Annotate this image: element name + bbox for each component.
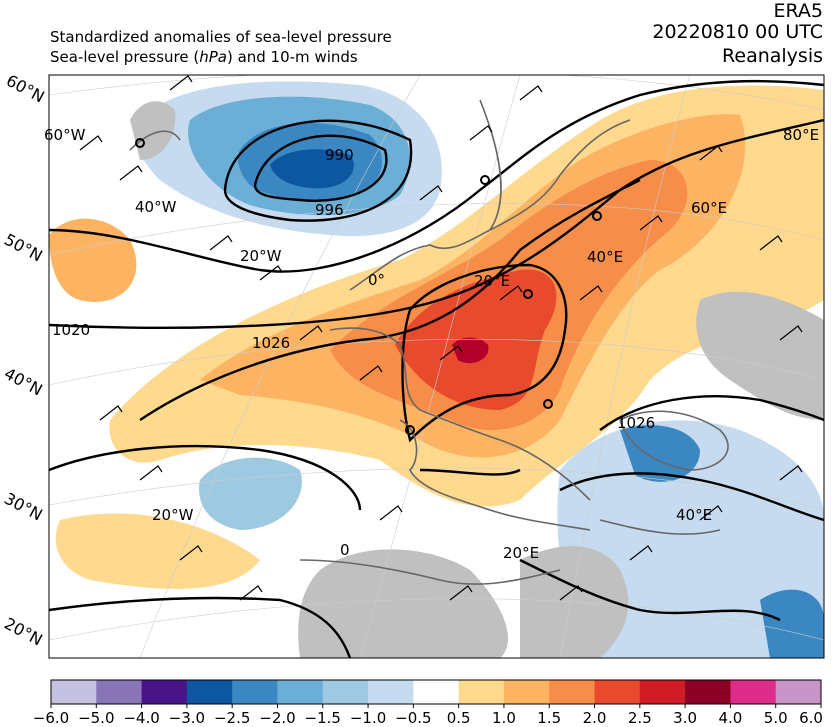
colorbar-bin — [503, 680, 550, 704]
colorbar-bin — [186, 680, 233, 704]
isobar-label-1026b: 1026 — [617, 414, 655, 432]
land-mask-greenland — [130, 101, 176, 160]
lon-label-80e: 80°E — [783, 126, 819, 144]
colorbar-bin — [775, 680, 822, 704]
lon-label-40w: 40°W — [135, 198, 177, 216]
plot-title-line1: Standardized anomalies of sea-level pres… — [50, 28, 392, 46]
colorbar-frame — [50, 679, 822, 705]
lon-label-20w-south: 20°W — [152, 506, 194, 524]
lon-label-20e: 20°E — [474, 272, 510, 290]
colorbar-tick-label: 3.0 — [673, 709, 698, 727]
graticule — [49, 75, 824, 658]
map-field — [49, 75, 824, 658]
colorbar-bin — [549, 680, 596, 704]
colorbar-tick-label: 2.5 — [627, 709, 652, 727]
colorbar-tick-label: −0.5 — [395, 709, 432, 727]
colorbar-tick-label: −4.0 — [123, 709, 160, 727]
isobar-labels: 990 996 1020 1026 1026 0 — [52, 146, 655, 559]
colorbar-tick-label: 4.0 — [718, 709, 743, 727]
land-mask-kazakh — [696, 291, 824, 420]
colorbar-bin — [51, 680, 97, 704]
map-frame — [48, 74, 825, 659]
anomaly-pos-subtropical — [55, 513, 261, 589]
colorbar-tick-label: 2.0 — [582, 709, 607, 727]
anomaly-region-neg-strong — [270, 149, 354, 189]
lat-label-30n: 30°N — [1, 489, 46, 525]
colorbar-bin — [141, 680, 188, 704]
product-label: Reanalysis — [722, 45, 823, 67]
lon-label-20e-south: 20°E — [503, 544, 539, 562]
anomaly-max — [452, 337, 489, 364]
isobar-label-996: 996 — [315, 201, 344, 219]
wind-barbs — [79, 75, 803, 601]
anomaly-atlantic-pos — [49, 218, 137, 302]
lon-label-60w: 60°W — [44, 126, 86, 144]
colorbar-tick-label: 6.0 — [799, 709, 823, 727]
anomaly-neg-southeast — [760, 589, 824, 658]
colorbar-tick-label: −3.0 — [168, 709, 206, 727]
lat-label-60n: 60°N — [3, 71, 48, 107]
dataset-label: ERA5 — [773, 0, 823, 22]
colorbar-bin — [458, 680, 505, 704]
colorbar-bin — [96, 680, 143, 704]
colorbar-bin — [413, 680, 460, 704]
lon-label-40e-south: 40°E — [676, 506, 712, 524]
lon-label-60e: 60°E — [691, 199, 727, 217]
isobars — [49, 79, 824, 658]
colorbar-bin — [594, 680, 641, 704]
colorbar-tick-label: 0.5 — [446, 709, 471, 727]
lat-label-20n: 20°N — [1, 614, 46, 650]
colorbar-bin — [685, 680, 731, 704]
colorbar-tick-label: 1.5 — [537, 709, 562, 727]
lon-label-20w: 20°W — [240, 247, 282, 265]
colorbar-bin — [730, 680, 777, 704]
lat-labels: 60°N 50°N 40°N 30°N 20°N — [1, 71, 48, 650]
anomaly-neg-atlantic-south — [199, 457, 302, 530]
colorbar-tick-label: −1.5 — [304, 709, 341, 727]
colorbar — [50, 679, 822, 708]
colorbar-tick-label: −1.0 — [349, 709, 387, 727]
colorbar-bin — [277, 680, 324, 704]
colorbar-bin — [232, 680, 278, 704]
colorbar-tick-label: −2.0 — [259, 709, 296, 727]
isobar-label-0: 0 — [340, 541, 350, 559]
colorbar-tick-label: −5.0 — [78, 709, 115, 727]
lon-labels: 60°W 40°W 20°W 0° 20°E 40°E 60°E 80°E 20… — [44, 126, 819, 562]
plot-title-line2: Sea-level pressure (hPa) and 10-m winds — [50, 48, 358, 66]
colorbar-tick-label: −2.5 — [213, 709, 251, 727]
colorbar-bin — [368, 680, 414, 704]
colorbar-bin — [322, 680, 369, 704]
lon-label-40e: 40°E — [587, 248, 623, 266]
colorbar-tick-label: 5.0 — [763, 709, 788, 727]
land-mask-sahara — [298, 549, 509, 658]
lat-label-50n: 50°N — [1, 230, 46, 266]
datetime-label: 20220810 00 UTC — [652, 21, 823, 43]
colorbar-bin — [639, 680, 686, 704]
colorbar-tick-label: 1.0 — [492, 709, 516, 727]
colorbar-tick-label: −6.0 — [32, 709, 70, 727]
isobar-label-1020: 1020 — [52, 321, 90, 339]
isobar-closed-minor — [135, 138, 602, 435]
lon-label-0: 0° — [368, 271, 385, 289]
isobar-label-990: 990 — [325, 146, 354, 164]
isobar-label-1026a: 1026 — [252, 334, 290, 352]
lat-label-40n: 40°N — [1, 364, 46, 400]
